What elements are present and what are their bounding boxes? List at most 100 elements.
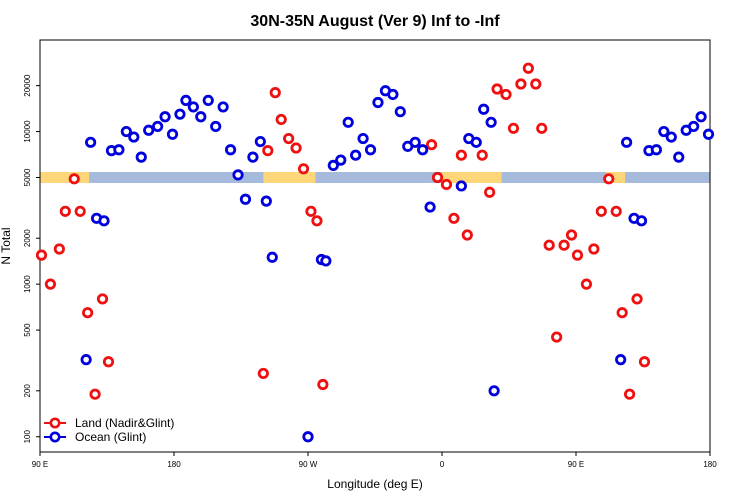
ocean-point [187, 101, 199, 113]
ocean-point [166, 128, 179, 140]
y-tick-label: 2000 [23, 229, 32, 247]
land-point [543, 239, 555, 251]
legend-land-label: Land (Nadir&Glint) [75, 416, 174, 430]
land-point [425, 139, 438, 151]
x-tick-label: 180 [167, 460, 181, 469]
land-point [440, 178, 453, 191]
land-point [616, 307, 628, 319]
land-point [275, 113, 287, 126]
land-point [580, 278, 593, 290]
x-axis: 90 E 180 90 W 0 90 E 180 [32, 452, 717, 469]
land-point [588, 243, 600, 255]
ocean-point [658, 125, 670, 138]
band-land-segment [263, 171, 316, 183]
x-tick-label: 0 [440, 460, 445, 469]
ocean-point [357, 132, 369, 145]
ocean-point [387, 88, 399, 101]
ocean-point [455, 180, 467, 192]
x-tick-label: 90 W [299, 460, 318, 469]
band-land-segment [40, 171, 90, 183]
ocean-point [98, 215, 110, 227]
ocean-point [350, 149, 362, 161]
ocean-point [327, 159, 339, 172]
land-point [530, 78, 542, 90]
ocean-point [174, 108, 186, 120]
ocean-point [266, 251, 278, 263]
legend-ocean-label: Ocean (Glint) [75, 430, 146, 444]
land-point [297, 163, 310, 175]
land-point [610, 205, 622, 217]
ocean-point [621, 136, 633, 148]
ocean-point [478, 103, 490, 115]
land-point [53, 243, 65, 255]
land-point [571, 249, 584, 261]
ocean-point [394, 106, 406, 118]
land-point [631, 293, 643, 305]
land-point [484, 186, 496, 198]
ocean-point [302, 431, 314, 443]
y-tick-label: 5000 [23, 168, 32, 186]
y-tick-label: 20000 [23, 74, 32, 97]
legend-land-marker [49, 417, 61, 429]
ocean-point [232, 169, 244, 181]
land-point [82, 307, 94, 319]
y-axis-label: N Total [0, 227, 13, 264]
land-point [431, 171, 444, 184]
ocean-point [260, 195, 272, 207]
land-point [536, 122, 548, 134]
ocean-point [143, 124, 155, 136]
ocean-point [152, 120, 164, 133]
x-tick-label: 180 [703, 460, 717, 469]
ocean-point [688, 120, 700, 133]
ocean-point [650, 144, 663, 156]
land-point [515, 78, 527, 90]
land-point [283, 132, 295, 145]
legend-item-ocean: Ocean (Glint) [44, 430, 146, 444]
land-point [491, 83, 503, 95]
ocean-point [635, 215, 648, 227]
ocean-point [80, 354, 92, 366]
plot-frame [39, 39, 711, 453]
y-tick-label: 1000 [23, 275, 32, 293]
y-tick-label: 200 [23, 384, 32, 398]
land-point [317, 378, 329, 391]
ocean-point [372, 96, 384, 109]
y-axis: 100 200 500 1000 2000 5000 10000 20000 [23, 74, 40, 443]
land-point [623, 388, 636, 400]
land-point [305, 205, 317, 217]
ocean-point [364, 144, 377, 156]
land-point [595, 205, 607, 217]
land-point [603, 173, 615, 185]
x-axis-label: Longitude (deg E) [327, 477, 422, 491]
ocean-point [159, 111, 171, 123]
land-point [68, 173, 80, 185]
land-point [257, 367, 269, 380]
ocean-point [470, 136, 482, 148]
ocean-point [85, 136, 97, 148]
legend-ocean-marker [49, 431, 61, 443]
ocean-point [335, 154, 347, 166]
chart-title: 30N-35N August (Ver 9) Inf to -Inf [250, 13, 500, 30]
x-tick-label: 90 E [568, 460, 584, 469]
land-series [35, 62, 651, 400]
ocean-series [80, 85, 715, 443]
ocean-point [247, 151, 259, 163]
land-point [522, 62, 534, 74]
ocean-point [615, 354, 627, 366]
ocean-point [488, 385, 500, 397]
ocean-point [695, 111, 707, 123]
ocean-point [702, 128, 715, 140]
land-point [74, 205, 86, 217]
land-point [448, 212, 460, 224]
ocean-point [254, 135, 266, 148]
land-point [461, 229, 473, 241]
ocean-point [217, 101, 229, 113]
land-point [89, 388, 101, 400]
land-point [500, 88, 512, 101]
y-tick-label: 10000 [23, 120, 32, 143]
ocean-point [202, 94, 214, 107]
land-point [565, 229, 578, 241]
ocean-point [485, 116, 497, 128]
x-tick-label: 90 E [32, 460, 48, 469]
